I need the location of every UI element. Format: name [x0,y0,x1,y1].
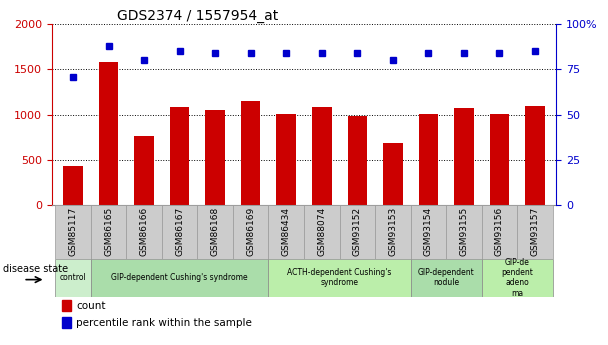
Text: GSM93153: GSM93153 [389,207,398,256]
Bar [162,205,198,259]
Bar [312,108,331,205]
Text: control: control [60,273,86,282]
Bar [482,205,517,259]
Bar [410,205,446,259]
Bar [482,259,553,297]
Bar [62,317,71,328]
Text: GSM86165: GSM86165 [104,207,113,256]
Bar [98,62,119,205]
Text: GIP-dependent
nodule: GIP-dependent nodule [418,268,474,287]
Text: GSM85117: GSM85117 [69,207,77,256]
Text: ACTH-dependent Cushing's
syndrome: ACTH-dependent Cushing's syndrome [288,268,392,287]
Bar [55,259,91,297]
Text: GSM93157: GSM93157 [531,207,539,256]
Bar [241,101,260,205]
Text: disease state: disease state [2,264,67,274]
Bar [63,166,83,205]
Bar [170,108,189,205]
Bar [348,116,367,205]
Bar [269,259,410,297]
Bar [91,205,126,259]
Bar [62,300,71,311]
Text: GIP-de
pendent
adeno
ma: GIP-de pendent adeno ma [501,258,533,298]
Text: count: count [76,301,105,311]
Text: GSM86168: GSM86168 [210,207,219,256]
Text: GSM93156: GSM93156 [495,207,504,256]
Bar [383,143,402,205]
Bar [489,114,510,205]
Bar [198,205,233,259]
Bar [454,108,474,205]
Bar [233,205,269,259]
Text: GSM86167: GSM86167 [175,207,184,256]
Bar [410,259,482,297]
Bar [304,205,339,259]
Bar [517,205,553,259]
Text: GSM86169: GSM86169 [246,207,255,256]
Bar [126,205,162,259]
Text: GSM86166: GSM86166 [140,207,148,256]
Bar [277,114,296,205]
Text: GSM88074: GSM88074 [317,207,326,256]
Text: GDS2374 / 1557954_at: GDS2374 / 1557954_at [117,9,278,23]
Bar [419,114,438,205]
Text: GIP-dependent Cushing's syndrome: GIP-dependent Cushing's syndrome [111,273,248,282]
Bar [339,205,375,259]
Bar [55,205,91,259]
Bar [525,106,545,205]
Text: GSM93155: GSM93155 [460,207,468,256]
Text: GSM86434: GSM86434 [282,207,291,256]
Text: GSM93152: GSM93152 [353,207,362,256]
Bar [375,205,410,259]
Bar [446,205,482,259]
Bar [269,205,304,259]
Text: GSM93154: GSM93154 [424,207,433,256]
Bar [206,110,225,205]
Bar [134,136,154,205]
Text: percentile rank within the sample: percentile rank within the sample [76,317,252,327]
Bar [91,259,269,297]
